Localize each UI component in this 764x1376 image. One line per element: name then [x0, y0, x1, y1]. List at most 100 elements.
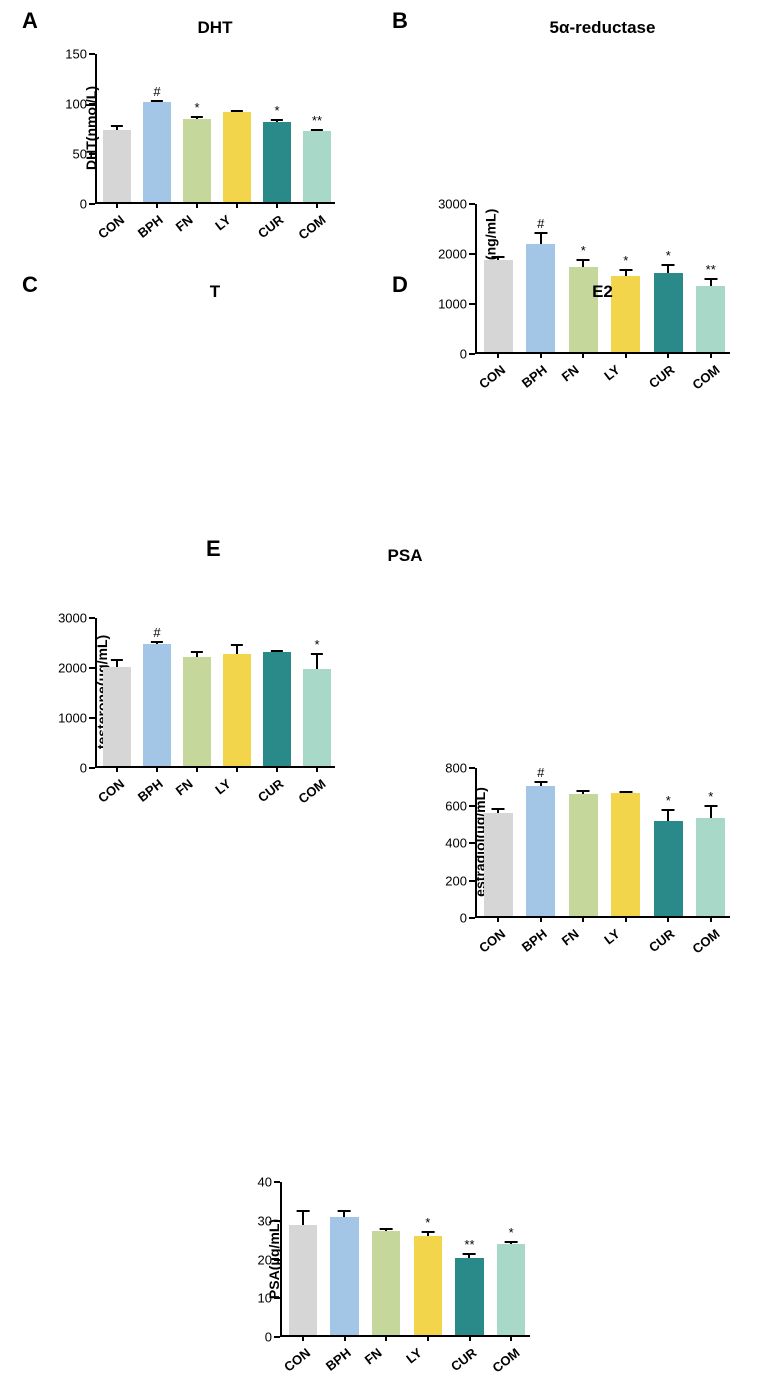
bar-COM: *	[696, 818, 725, 916]
ytick	[469, 253, 475, 255]
xtick-label: LY	[212, 212, 233, 233]
ytick	[89, 153, 95, 155]
xtick-label: FN	[559, 362, 582, 384]
errorbar-cap	[338, 1210, 351, 1212]
xtick	[316, 202, 318, 208]
xtick	[667, 352, 669, 358]
xtick	[196, 766, 198, 772]
ytick	[469, 303, 475, 305]
significance-marker: *	[263, 103, 290, 118]
xtick	[427, 1335, 429, 1341]
ytick-label: 800	[445, 761, 467, 776]
errorbar-cap	[662, 264, 675, 266]
bar-CUR: **	[455, 1258, 483, 1335]
plot-area-C: testerone(μg/mL) 0100020003000CON#BPHFNL…	[95, 618, 335, 768]
xtick-label: COM	[689, 926, 722, 957]
bar-CUR	[263, 652, 290, 767]
bar-LY	[223, 654, 250, 767]
errorbar	[667, 265, 669, 273]
ytick-label: 1000	[58, 711, 87, 726]
errorbar-cap	[704, 278, 717, 280]
ytick	[469, 842, 475, 844]
xtick-label: CUR	[255, 776, 286, 805]
ytick-label: 50	[73, 147, 87, 162]
xtick-label: CUR	[646, 926, 677, 955]
errorbar-cap	[311, 129, 323, 131]
significance-marker: *	[696, 789, 725, 804]
errorbar-cap	[577, 259, 590, 261]
significance-marker: *	[497, 1225, 525, 1240]
ytick	[469, 203, 475, 205]
xtick-label: BPH	[135, 212, 166, 241]
bar-CON	[484, 813, 513, 916]
errorbar-cap	[191, 116, 203, 118]
errorbar	[710, 806, 712, 817]
ytick	[274, 1220, 280, 1222]
ytick-label: 20	[258, 1252, 272, 1267]
xtick	[276, 766, 278, 772]
ytick	[469, 805, 475, 807]
significance-marker: #	[143, 84, 170, 99]
errorbar-cap	[191, 651, 203, 653]
xtick	[510, 1335, 512, 1341]
chart-title-A: DHT	[95, 18, 335, 38]
xtick-label: BPH	[519, 926, 550, 955]
ytick-label: 1000	[438, 297, 467, 312]
xtick	[236, 202, 238, 208]
xtick	[469, 1335, 471, 1341]
chart-title-E: PSA	[280, 546, 530, 566]
panel-label-E: E	[206, 536, 221, 562]
ytick	[469, 917, 475, 919]
chart-title-D: E2	[475, 282, 730, 302]
ytick	[274, 1181, 280, 1183]
xtick	[116, 202, 118, 208]
xtick	[497, 916, 499, 922]
ytick	[274, 1297, 280, 1299]
bar-FN	[183, 657, 210, 767]
plot-area-D: estradiol(μg/mL) 0200400600800CON#BPHFNL…	[475, 768, 730, 918]
errorbar-cap	[151, 100, 163, 102]
xtick-label: COM	[295, 212, 328, 243]
xtick-label: LY	[601, 926, 622, 947]
xtick	[156, 202, 158, 208]
panel-label-C: C	[22, 272, 38, 298]
ytick-label: 600	[445, 798, 467, 813]
xtick	[316, 766, 318, 772]
xtick	[710, 352, 712, 358]
errorbar	[316, 654, 318, 669]
xtick	[582, 916, 584, 922]
errorbar	[302, 1211, 304, 1224]
bar-CON	[289, 1225, 317, 1335]
ytick-label: 400	[445, 836, 467, 851]
bar-CUR: *	[654, 821, 683, 916]
bar-FN: *	[569, 267, 598, 352]
errorbar-cap	[505, 1241, 518, 1243]
figure-container: { "colors": { "CON": "#d6d6d6", "BPH": "…	[0, 0, 764, 822]
errorbar-cap	[380, 1228, 393, 1230]
ytick-label: 0	[460, 911, 467, 926]
xtick	[540, 916, 542, 922]
xtick-label: FN	[559, 926, 582, 948]
chart-title-B: 5α-reductase	[475, 18, 730, 38]
xtick-label: COM	[689, 362, 722, 393]
xtick-label: CON	[476, 362, 508, 392]
xtick	[582, 352, 584, 358]
xtick	[497, 352, 499, 358]
ytick-label: 150	[65, 47, 87, 62]
xtick	[276, 202, 278, 208]
xtick	[667, 916, 669, 922]
bar-FN	[372, 1231, 400, 1335]
ytick-label: 2000	[58, 661, 87, 676]
errorbar-cap	[492, 808, 505, 810]
errorbar	[667, 810, 669, 820]
errorbar-cap	[421, 1231, 434, 1233]
xtick-label: CUR	[646, 362, 677, 391]
errorbar	[582, 260, 584, 267]
xtick	[196, 202, 198, 208]
xtick-label: FN	[173, 776, 196, 798]
significance-marker: #	[526, 765, 555, 780]
errorbar-cap	[231, 110, 243, 112]
bar-LY	[223, 112, 250, 202]
xtick	[625, 916, 627, 922]
errorbar-cap	[619, 269, 632, 271]
